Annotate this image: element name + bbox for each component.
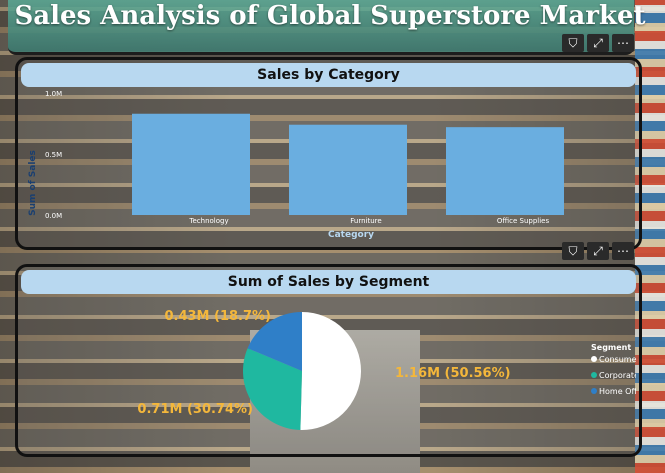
sales-by-category-card[interactable]: Sales by Category Sum of Sales Category … xyxy=(15,57,642,250)
bar-furniture[interactable] xyxy=(289,124,407,215)
card-title: Sales by Category xyxy=(21,63,636,87)
pie-data-label: 0.43M (18.7%) xyxy=(164,309,271,324)
legend-marker xyxy=(591,372,597,378)
filter-icon[interactable]: ⛉ xyxy=(562,242,584,260)
legend-marker xyxy=(591,388,597,394)
y-tick-label: 0.5M xyxy=(45,151,62,159)
pie-data-label: 1.16M (50.56%) xyxy=(395,366,511,381)
more-options-icon[interactable]: ⋯ xyxy=(612,34,634,52)
legend-marker xyxy=(591,356,597,362)
bar-technology[interactable] xyxy=(132,113,250,215)
focus-mode-icon[interactable]: ⤢ xyxy=(587,34,609,52)
filter-icon[interactable]: ⛉ xyxy=(562,34,584,52)
legend-item[interactable]: Consumer xyxy=(599,355,636,364)
pie-data-label: 0.71M (30.74%) xyxy=(137,402,253,417)
x-tick-label: Technology xyxy=(188,217,228,225)
visual-header-segment: ⛉ ⤢ ⋯ xyxy=(562,242,634,260)
y-tick-label: 1.0M xyxy=(45,90,62,98)
page-title: Sales Analysis of Global Superstore Mark… xyxy=(14,1,646,31)
pie-slice-home-office[interactable] xyxy=(247,312,302,371)
y-tick-label: 0.0M xyxy=(45,212,62,220)
legend-item[interactable]: Home Office xyxy=(599,387,636,396)
pie-slice-corporate[interactable] xyxy=(242,348,302,430)
card-title: Sum of Sales by Segment xyxy=(21,270,636,294)
visual-header-category: ⛉ ⤢ ⋯ xyxy=(562,34,634,52)
y-axis-title: Sum of Sales xyxy=(28,150,38,216)
x-axis-title: Category xyxy=(328,230,374,240)
more-options-icon[interactable]: ⋯ xyxy=(612,242,634,260)
bar-chart: Sum of Sales Category 1.0M 0.5M 0.0M Techno… xyxy=(28,90,564,240)
title-banner xyxy=(8,0,634,55)
sales-by-segment-card[interactable]: Sum of Sales by Segment 1.16M (50.56%) 0.… xyxy=(15,264,642,457)
pie-slice-consumer[interactable] xyxy=(300,312,361,430)
focus-mode-icon[interactable]: ⤢ xyxy=(587,242,609,260)
legend-title: Segment xyxy=(591,343,631,352)
x-tick-label: Furniture xyxy=(350,217,381,225)
pie-chart: 1.16M (50.56%) 0.71M (30.74%) 0.43M (18.7%… xyxy=(137,309,636,430)
bar-office-supplies[interactable] xyxy=(446,127,564,215)
legend-item[interactable]: Corporate xyxy=(599,371,636,380)
x-tick-label: Office Supplies xyxy=(497,217,550,225)
